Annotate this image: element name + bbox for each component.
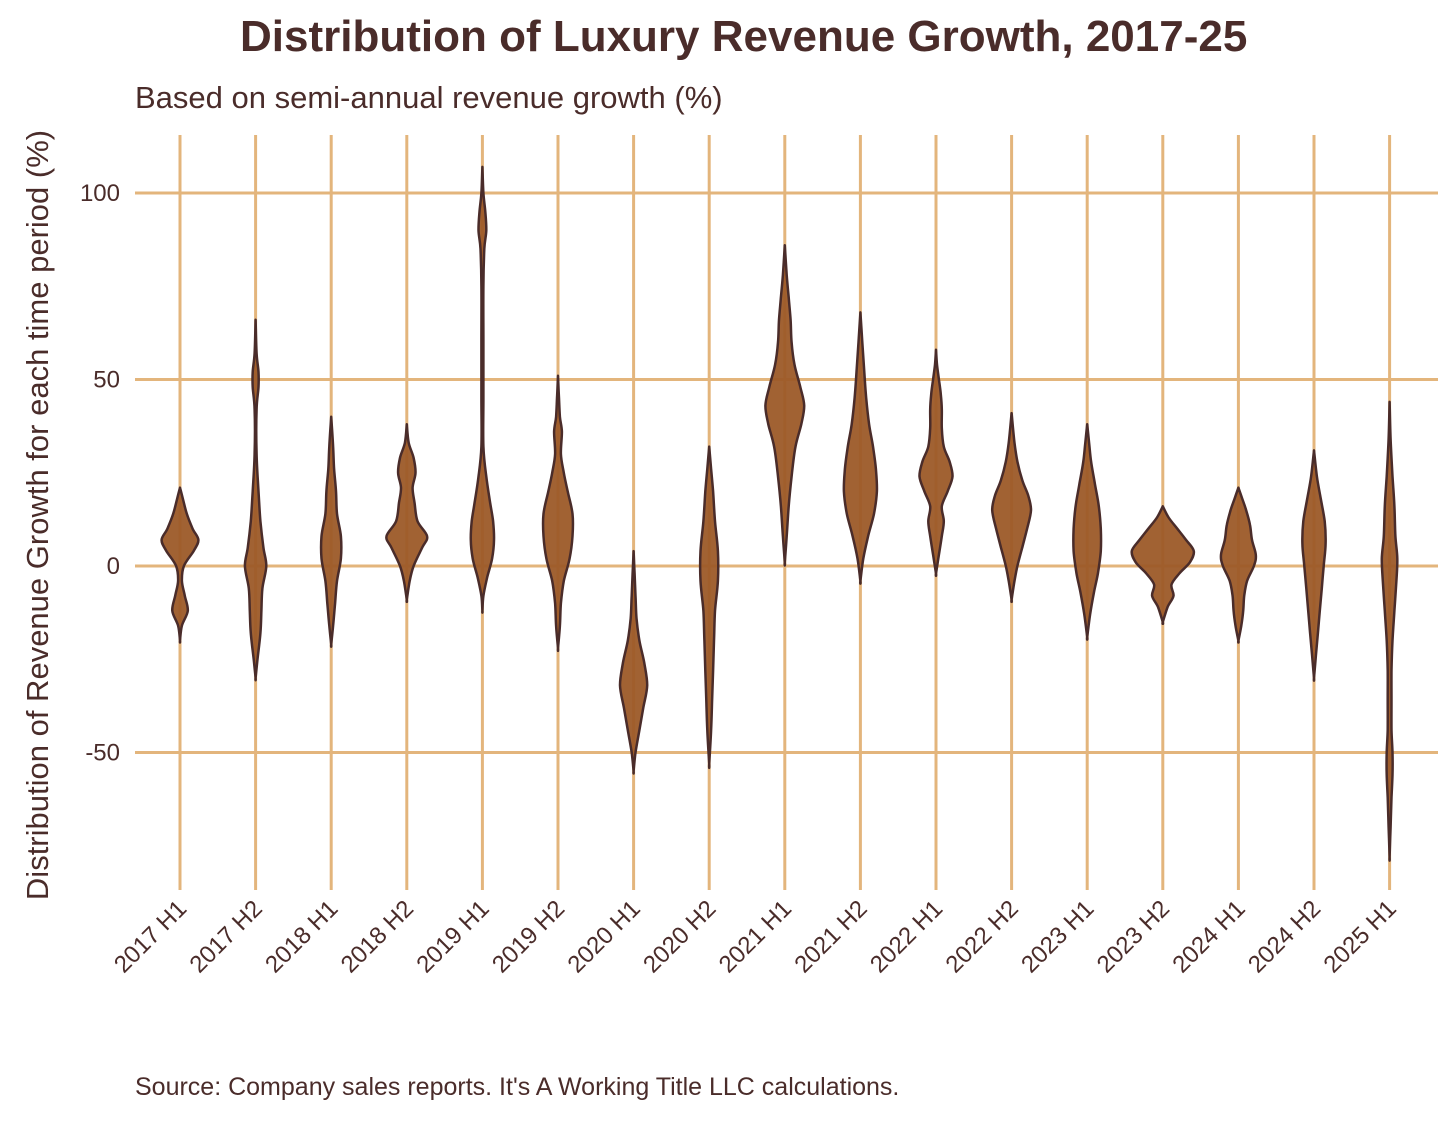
y-tick-label: 50 bbox=[93, 367, 120, 394]
x-tick-label: 2022 H1 bbox=[865, 895, 948, 978]
x-tick-label: 2018 H1 bbox=[260, 895, 343, 978]
x-tick-label: 2020 H1 bbox=[563, 895, 646, 978]
violin-2025-h1 bbox=[1380, 400, 1399, 862]
x-tick-label: 2017 H1 bbox=[109, 895, 192, 978]
violin-2021-h1 bbox=[764, 243, 806, 567]
violin-2019-h1 bbox=[469, 165, 496, 614]
x-tick-label: 2024 H2 bbox=[1243, 895, 1326, 978]
violin-2017-h2 bbox=[243, 318, 268, 682]
chart-title: Distribution of Luxury Revenue Growth, 2… bbox=[240, 12, 1248, 61]
violin-2017-h1 bbox=[160, 486, 200, 644]
y-axis-label: Distribution of Revenue Growth for each … bbox=[20, 130, 55, 900]
violins bbox=[160, 165, 1399, 862]
violin-2018-h2 bbox=[385, 423, 429, 604]
x-tick-label: 2022 H2 bbox=[941, 895, 1024, 978]
violin-2022-h2 bbox=[990, 411, 1033, 604]
x-tick-label: 2021 H2 bbox=[789, 895, 872, 978]
x-tick-label: 2024 H1 bbox=[1167, 895, 1250, 978]
y-tick-label: 100 bbox=[80, 180, 120, 207]
violin-2022-h1 bbox=[918, 348, 954, 578]
x-tick-label: 2019 H2 bbox=[487, 895, 570, 978]
x-tick-label: 2025 H1 bbox=[1319, 895, 1402, 978]
violin-2024-h1 bbox=[1219, 486, 1258, 644]
violin-2024-h2 bbox=[1301, 449, 1327, 682]
x-tick-label: 2019 H1 bbox=[411, 895, 494, 978]
violin-2021-h2 bbox=[842, 311, 879, 585]
violin-2023-h1 bbox=[1072, 423, 1103, 641]
violin-2020-h2 bbox=[698, 445, 720, 770]
chart-subtitle: Based on semi-annual revenue growth (%) bbox=[135, 80, 723, 115]
source-note: Source: Company sales reports. It's A Wo… bbox=[135, 1073, 900, 1101]
x-tick-label: 2020 H2 bbox=[638, 895, 721, 978]
x-tick-label: 2023 H2 bbox=[1092, 895, 1175, 978]
violin-2019-h2 bbox=[541, 374, 575, 653]
x-tick-label: 2023 H1 bbox=[1016, 895, 1099, 978]
x-tick-label: 2017 H2 bbox=[185, 895, 268, 978]
violin-2020-h1 bbox=[618, 549, 649, 775]
y-tick-label: -50 bbox=[85, 740, 120, 767]
violin-2023-h2 bbox=[1130, 505, 1196, 626]
violin-2018-h1 bbox=[319, 415, 343, 648]
x-tick-label: 2021 H1 bbox=[714, 895, 797, 978]
y-tick-label: 0 bbox=[107, 553, 120, 580]
x-tick-label: 2018 H2 bbox=[336, 895, 419, 978]
y-tick-labels: 100 50 0 -50 bbox=[80, 180, 120, 767]
